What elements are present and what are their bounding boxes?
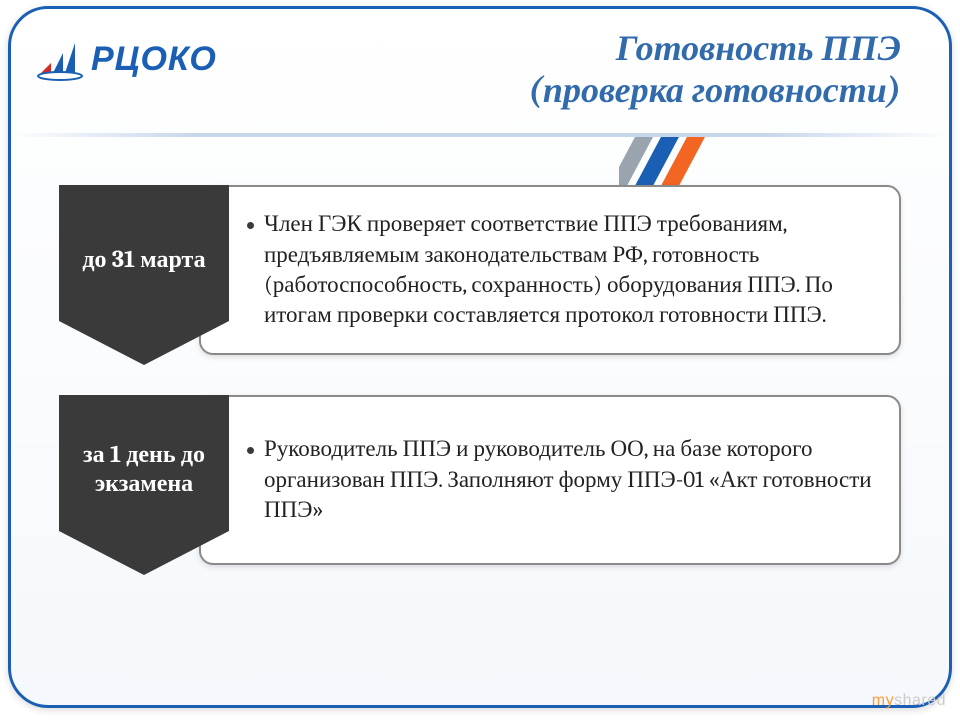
chevron-1: за 1 день до экзамена (59, 395, 229, 565)
slide-title: Готовность ППЭ (проверка готовности) (217, 9, 949, 111)
header: РЦОКО Готовность ППЭ (проверка готовност… (11, 9, 949, 137)
card-text-1: Руководитель ППЭ и руководитель ОО, на б… (264, 434, 879, 525)
slide-frame: РЦОКО Готовность ППЭ (проверка готовност… (8, 6, 952, 708)
watermark-prefix: my (872, 692, 894, 709)
card-1: Руководитель ППЭ и руководитель ОО, на б… (199, 395, 901, 565)
bullet-icon (247, 447, 254, 454)
chevron-label-0: до 31 марта (66, 245, 221, 296)
bullet-icon (247, 222, 254, 229)
logo-mark-icon (35, 33, 87, 85)
header-divider (11, 133, 949, 137)
chevron-0: до 31 марта (59, 185, 229, 355)
title-line-2: (проверка готовности) (217, 69, 901, 111)
row-1: за 1 день до экзамена Руководитель ППЭ и… (59, 395, 901, 565)
watermark: myshared (872, 692, 946, 710)
chevron-label-1: за 1 день до экзамена (59, 440, 229, 520)
row-0: до 31 марта Член ГЭК проверяет соответст… (59, 185, 901, 355)
logo-text: РЦОКО (91, 40, 217, 79)
content: до 31 марта Член ГЭК проверяет соответст… (11, 137, 949, 565)
logo: РЦОКО (35, 33, 217, 85)
card-0: Член ГЭК проверяет соответствие ППЭ треб… (199, 185, 901, 355)
card-text-0: Член ГЭК проверяет соответствие ППЭ треб… (264, 209, 879, 330)
title-line-1: Готовность ППЭ (217, 27, 901, 69)
watermark-rest: shared (894, 692, 946, 709)
